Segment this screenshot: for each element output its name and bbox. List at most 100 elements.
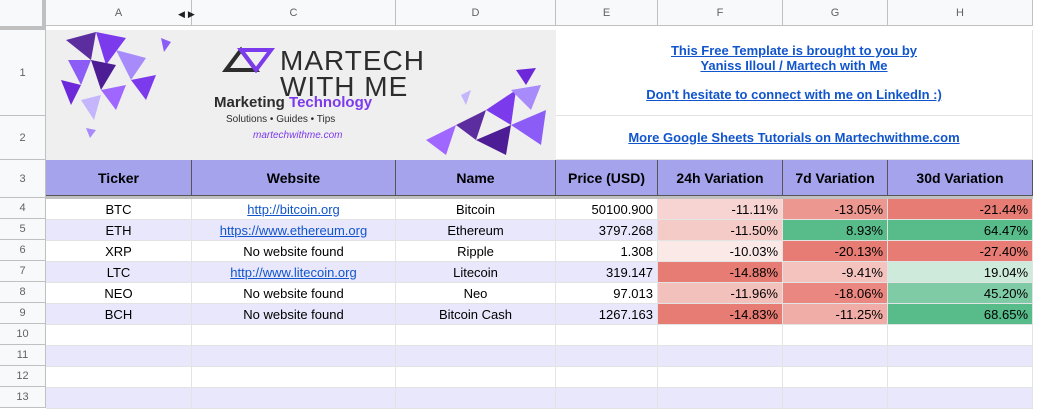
empty-cell[interactable] [46, 346, 192, 367]
empty-cell[interactable] [783, 367, 888, 388]
cell-24h-variation[interactable]: -11.50% [658, 220, 783, 241]
cell-30d-variation[interactable]: 68.65% [888, 304, 1033, 325]
cell-7d-variation[interactable]: -11.25% [783, 304, 888, 325]
empty-cell[interactable] [888, 388, 1033, 409]
cell-website[interactable]: No website found [192, 304, 396, 325]
cell-ticker[interactable]: ETH [46, 220, 192, 241]
cell-price[interactable]: 97.013 [556, 283, 658, 304]
empty-cell[interactable] [396, 388, 556, 409]
cell-name[interactable]: Bitcoin Cash [396, 304, 556, 325]
empty-cell[interactable] [658, 346, 783, 367]
cell-price[interactable]: 1.308 [556, 241, 658, 262]
cell-website[interactable]: No website found [192, 283, 396, 304]
cell-name[interactable]: Litecoin [396, 262, 556, 283]
website-link[interactable]: http://bitcoin.org [247, 201, 340, 217]
promo-link-line2[interactable]: Yaniss Illoul / Martech with Me [700, 58, 888, 73]
row-header-6[interactable]: 6 [0, 240, 46, 261]
row-header-2[interactable]: 2 [0, 116, 46, 160]
cell-30d-variation[interactable]: -27.40% [888, 241, 1033, 262]
column-header-h[interactable]: H [888, 0, 1033, 26]
cell-ticker[interactable]: XRP [46, 241, 192, 262]
column-header-g[interactable]: G [783, 0, 888, 26]
empty-cell[interactable] [888, 367, 1033, 388]
website-link[interactable]: http://www.litecoin.org [230, 264, 357, 280]
cell-30d-variation[interactable]: 45.20% [888, 283, 1033, 304]
cell-ticker[interactable]: BTC [46, 199, 192, 220]
cell-website[interactable]: No website found [192, 241, 396, 262]
empty-cell[interactable] [556, 325, 658, 346]
cell-24h-variation[interactable]: -11.96% [658, 283, 783, 304]
row-header-9[interactable]: 9 [0, 303, 46, 324]
empty-cell[interactable] [192, 367, 396, 388]
row-header-12[interactable]: 12 [0, 366, 46, 387]
row-header-3[interactable]: 3 [0, 160, 46, 198]
empty-cell[interactable] [396, 325, 556, 346]
cell-24h-variation[interactable]: -14.83% [658, 304, 783, 325]
empty-cell[interactable] [556, 367, 658, 388]
row-header-7[interactable]: 7 [0, 261, 46, 282]
linkedin-link[interactable]: Don't hesitate to connect with me on Lin… [646, 87, 942, 102]
row-header-4[interactable]: 4 [0, 198, 46, 219]
table-header-7d-variation[interactable]: 7d Variation [783, 160, 888, 196]
cell-7d-variation[interactable]: -13.05% [783, 199, 888, 220]
cell-24h-variation[interactable]: -14.88% [658, 262, 783, 283]
cell-price[interactable]: 319.147 [556, 262, 658, 283]
cell-website[interactable]: http://bitcoin.org [192, 199, 396, 220]
cell-website[interactable]: https://www.ethereum.org [192, 220, 396, 241]
cell-price[interactable]: 1267.163 [556, 304, 658, 325]
cell-ticker[interactable]: NEO [46, 283, 192, 304]
row-header-11[interactable]: 11 [0, 345, 46, 366]
empty-cell[interactable] [396, 346, 556, 367]
empty-cell[interactable] [556, 388, 658, 409]
empty-cell[interactable] [888, 346, 1033, 367]
column-header-c[interactable]: C [192, 0, 396, 26]
empty-cell[interactable] [46, 367, 192, 388]
table-header-website[interactable]: Website [192, 160, 396, 196]
row-header-13[interactable]: 13 [0, 387, 46, 408]
row-header-1[interactable]: 1 [0, 30, 46, 116]
table-header-24h-variation[interactable]: 24h Variation [658, 160, 783, 196]
empty-cell[interactable] [888, 325, 1033, 346]
website-link[interactable]: https://www.ethereum.org [219, 222, 368, 238]
cell-24h-variation[interactable]: -11.11% [658, 199, 783, 220]
cell-7d-variation[interactable]: -18.06% [783, 283, 888, 304]
empty-cell[interactable] [46, 388, 192, 409]
cell-name[interactable]: Ripple [396, 241, 556, 262]
cell-30d-variation[interactable]: 64.47% [888, 220, 1033, 241]
cell-7d-variation[interactable]: -20.13% [783, 241, 888, 262]
empty-cell[interactable] [783, 346, 888, 367]
cell-name[interactable]: Bitcoin [396, 199, 556, 220]
empty-cell[interactable] [556, 346, 658, 367]
tutorials-link[interactable]: More Google Sheets Tutorials on Martechw… [628, 130, 960, 145]
table-header-ticker[interactable]: Ticker [46, 160, 192, 196]
cell-ticker[interactable]: BCH [46, 304, 192, 325]
empty-cell[interactable] [658, 367, 783, 388]
empty-cell[interactable] [46, 325, 192, 346]
column-header-e[interactable]: E [556, 0, 658, 26]
cell-ticker[interactable]: LTC [46, 262, 192, 283]
empty-cell[interactable] [658, 325, 783, 346]
empty-cell[interactable] [783, 325, 888, 346]
empty-cell[interactable] [783, 388, 888, 409]
table-header-price[interactable]: Price (USD) [556, 160, 658, 196]
column-header-a[interactable]: A [46, 0, 192, 26]
column-header-f[interactable]: F [658, 0, 783, 26]
cell-website[interactable]: http://www.litecoin.org [192, 262, 396, 283]
cell-24h-variation[interactable]: -10.03% [658, 241, 783, 262]
cell-price[interactable]: 50100.900 [556, 199, 658, 220]
empty-cell[interactable] [192, 325, 396, 346]
empty-cell[interactable] [192, 388, 396, 409]
cell-name[interactable]: Ethereum [396, 220, 556, 241]
row-header-10[interactable]: 10 [0, 324, 46, 345]
empty-cell[interactable] [192, 346, 396, 367]
table-header-30d-variation[interactable]: 30d Variation [888, 160, 1033, 196]
empty-cell[interactable] [658, 388, 783, 409]
column-collapse-arrows[interactable]: ◀▶ [178, 9, 198, 19]
column-header-d[interactable]: D [396, 0, 556, 26]
cell-30d-variation[interactable]: -21.44% [888, 199, 1033, 220]
promo-link-line1[interactable]: This Free Template is brought to you by [670, 43, 918, 58]
select-all-corner[interactable] [0, 0, 46, 30]
cell-7d-variation[interactable]: 8.93% [783, 220, 888, 241]
empty-cell[interactable] [396, 367, 556, 388]
row-header-5[interactable]: 5 [0, 219, 46, 240]
